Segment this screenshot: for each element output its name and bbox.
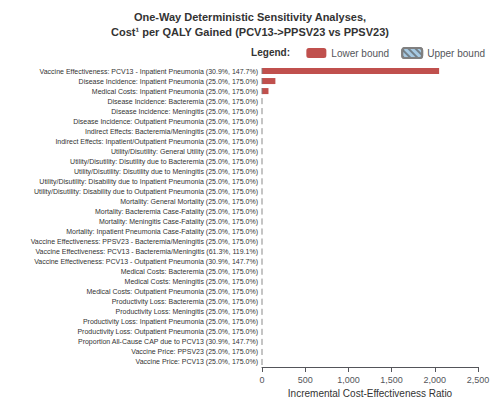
svg-text:Mortality: Bacteremia Case-Fat: Mortality: Bacteremia Case-Fatality (25.… bbox=[95, 208, 258, 216]
svg-text:Mortality: Meningitis Case-Fat: Mortality: Meningitis Case-Fatality (25.… bbox=[99, 218, 258, 226]
svg-text:Upper bound: Upper bound bbox=[427, 48, 485, 59]
svg-text:Indirect Effects: Bacteremia/M: Indirect Effects: Bacteremia/Meningitis … bbox=[85, 128, 258, 136]
svg-text:Disease Incidence: Outpatient: Disease Incidence: Outpatient Pneumonia … bbox=[73, 118, 258, 126]
svg-text:Productivity Loss: Bacteremia: Productivity Loss: Bacteremia (25.0%, 17… bbox=[112, 298, 258, 306]
svg-text:Indirect Effects: Inpatient/Ou: Indirect Effects: Inpatient/Outpatient P… bbox=[55, 138, 258, 146]
svg-text:Vaccine Price: PPSV23 (25.0%,: Vaccine Price: PPSV23 (25.0%, 175.0%) bbox=[131, 348, 258, 356]
svg-text:1,000: 1,000 bbox=[337, 375, 360, 385]
svg-text:500: 500 bbox=[298, 375, 313, 385]
svg-text:Mortality: General Mortality (: Mortality: General Mortality (25.0%, 175… bbox=[120, 198, 258, 206]
svg-text:Disease Incidence: Bacteremia: Disease Incidence: Bacteremia (25.0%, 17… bbox=[107, 98, 258, 106]
svg-text:Vaccine Effectiveness: PCV13 -: Vaccine Effectiveness: PCV13 - Bacteremi… bbox=[35, 248, 258, 256]
svg-text:2,000: 2,000 bbox=[424, 375, 447, 385]
svg-text:Medical Costs: Bacteremia (25.: Medical Costs: Bacteremia (25.0%, 175.0%… bbox=[121, 268, 258, 276]
svg-text:Utility/Disutility: Disability: Utility/Disutility: Disability due to In… bbox=[39, 178, 258, 186]
svg-text:1,500: 1,500 bbox=[380, 375, 403, 385]
svg-text:Disease Incidence: Meningitis: Disease Incidence: Meningitis (25.0%, 17… bbox=[111, 108, 258, 116]
svg-text:Mortality: Inpatient Pneumonia: Mortality: Inpatient Pneumonia Case-Fata… bbox=[66, 228, 258, 236]
svg-text:Utility/Disutility: Disutility: Utility/Disutility: Disutility due to Me… bbox=[74, 168, 258, 176]
svg-text:Productivity Loss: Meningitis: Productivity Loss: Meningitis (25.0%, 17… bbox=[116, 308, 258, 316]
svg-text:Lower bound: Lower bound bbox=[331, 48, 389, 59]
svg-text:Legend:: Legend: bbox=[251, 47, 290, 58]
svg-text:One-Way Deterministic Sensitiv: One-Way Deterministic Sensitivity Analys… bbox=[134, 11, 366, 23]
svg-text:Vaccine Effectiveness: PCV13 -: Vaccine Effectiveness: PCV13 - Outpatien… bbox=[34, 258, 258, 266]
svg-text:Disease Incidence: Inpatient P: Disease Incidence: Inpatient Pneumonia (… bbox=[79, 78, 258, 86]
svg-text:Productivity Loss: Inpatient P: Productivity Loss: Inpatient Pneumonia (… bbox=[83, 318, 258, 326]
svg-text:Vaccine Price: PCV13 (25.0%, 1: Vaccine Price: PCV13 (25.0%, 175.0%) bbox=[136, 358, 258, 366]
svg-text:Vaccine Effectiveness: PCV13 -: Vaccine Effectiveness: PCV13 - Inpatient… bbox=[40, 68, 258, 76]
svg-text:Proportion All-Cause CAP due t: Proportion All-Cause CAP due to PCV13 (3… bbox=[78, 338, 258, 346]
svg-text:0: 0 bbox=[259, 375, 264, 385]
svg-text:Utility/Disutility: Disability: Utility/Disutility: Disability due to Ou… bbox=[34, 188, 258, 196]
svg-text:Productivity Loss: Outpatient: Productivity Loss: Outpatient Pneumonia … bbox=[77, 328, 258, 336]
svg-text:Utility/Disutility: General Ut: Utility/Disutility: General Utility (25.… bbox=[111, 148, 258, 156]
svg-text:Incremental Cost-Effectiveness: Incremental Cost-Effectiveness Ratio bbox=[288, 388, 453, 399]
svg-text:Medical Costs: Meningitis (25.: Medical Costs: Meningitis (25.0%, 175.0%… bbox=[125, 278, 258, 286]
svg-text:Cost¹ per QALY Gained (PCV13->: Cost¹ per QALY Gained (PCV13->PPSV23 vs … bbox=[111, 26, 389, 38]
svg-text:2,500: 2,500 bbox=[467, 375, 490, 385]
svg-text:Medical Costs: Inpatient Pneum: Medical Costs: Inpatient Pneumonia (25.0… bbox=[92, 88, 258, 96]
svg-text:Medical Costs: Outpatient Pneu: Medical Costs: Outpatient Pneumonia (25.… bbox=[86, 288, 258, 296]
svg-text:Utility/Disutility: Disutility: Utility/Disutility: Disutility due to Ba… bbox=[70, 158, 258, 166]
svg-text:Vaccine Effectiveness: PPSV23: Vaccine Effectiveness: PPSV23 - Bacterem… bbox=[31, 238, 258, 246]
